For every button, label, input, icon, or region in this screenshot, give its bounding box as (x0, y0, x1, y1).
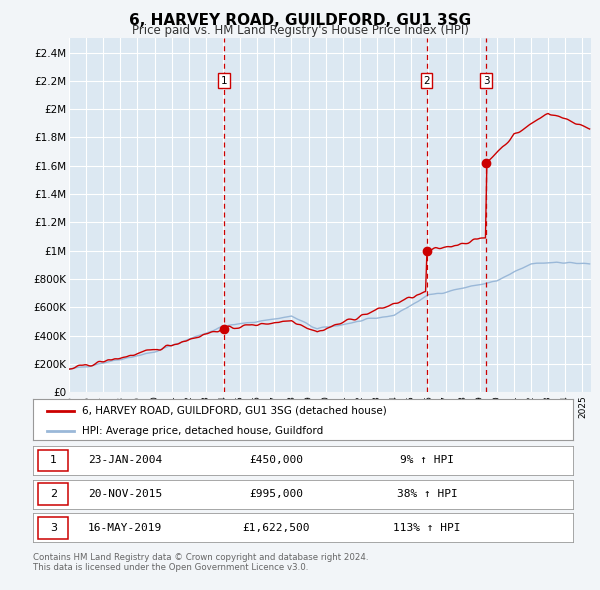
Text: £1,622,500: £1,622,500 (242, 523, 310, 533)
FancyBboxPatch shape (38, 517, 68, 539)
Text: Price paid vs. HM Land Registry's House Price Index (HPI): Price paid vs. HM Land Registry's House … (131, 24, 469, 37)
Text: 6, HARVEY ROAD, GUILDFORD, GU1 3SG (detached house): 6, HARVEY ROAD, GUILDFORD, GU1 3SG (deta… (82, 406, 386, 416)
Text: 38% ↑ HPI: 38% ↑ HPI (397, 489, 458, 499)
Text: £450,000: £450,000 (249, 455, 303, 466)
FancyBboxPatch shape (38, 483, 68, 505)
Text: This data is licensed under the Open Government Licence v3.0.: This data is licensed under the Open Gov… (33, 563, 308, 572)
Text: HPI: Average price, detached house, Guildford: HPI: Average price, detached house, Guil… (82, 426, 323, 436)
Text: 1: 1 (50, 455, 57, 466)
Text: 113% ↑ HPI: 113% ↑ HPI (394, 523, 461, 533)
Text: 9% ↑ HPI: 9% ↑ HPI (400, 455, 454, 466)
Text: Contains HM Land Registry data © Crown copyright and database right 2024.: Contains HM Land Registry data © Crown c… (33, 553, 368, 562)
Text: 3: 3 (50, 523, 57, 533)
Text: 20-NOV-2015: 20-NOV-2015 (88, 489, 162, 499)
Text: 23-JAN-2004: 23-JAN-2004 (88, 455, 162, 466)
Text: 3: 3 (483, 76, 490, 86)
Text: 2: 2 (423, 76, 430, 86)
Text: 16-MAY-2019: 16-MAY-2019 (88, 523, 162, 533)
Text: £995,000: £995,000 (249, 489, 303, 499)
FancyBboxPatch shape (38, 450, 68, 471)
Text: 6, HARVEY ROAD, GUILDFORD, GU1 3SG: 6, HARVEY ROAD, GUILDFORD, GU1 3SG (129, 13, 471, 28)
Text: 1: 1 (221, 76, 227, 86)
Text: 2: 2 (50, 489, 57, 499)
